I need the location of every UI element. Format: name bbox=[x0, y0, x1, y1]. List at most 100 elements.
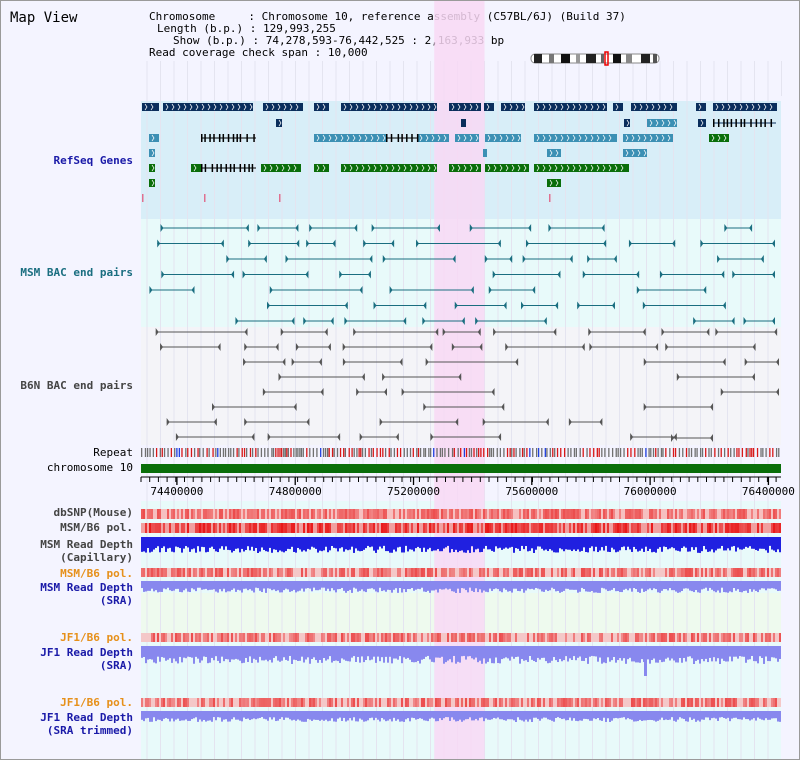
depth-bar bbox=[277, 711, 279, 721]
depth-bar bbox=[237, 711, 239, 720]
depth-bar bbox=[303, 537, 305, 551]
heat-cell bbox=[695, 523, 697, 533]
depth-bar bbox=[267, 711, 269, 721]
heat-cell bbox=[181, 523, 183, 533]
repeat-mark bbox=[351, 448, 353, 457]
heat-cell bbox=[461, 523, 463, 533]
heat-cell bbox=[363, 568, 365, 577]
heat-cell bbox=[399, 633, 401, 642]
depth-bar bbox=[241, 537, 243, 549]
depth-bar bbox=[201, 646, 203, 661]
gene-strand-arrow bbox=[667, 134, 671, 142]
heat-cell bbox=[617, 633, 619, 642]
heat-cell bbox=[257, 633, 259, 642]
msm-bac-pair-end bbox=[369, 255, 373, 263]
heat-cell bbox=[203, 633, 205, 642]
heat-cell bbox=[335, 698, 337, 707]
depth-bar bbox=[707, 581, 709, 591]
depth-bar bbox=[247, 581, 249, 591]
heat-cell bbox=[279, 523, 281, 533]
depth-bar bbox=[159, 537, 161, 553]
depth-bar bbox=[187, 711, 189, 721]
depth-bar bbox=[569, 581, 571, 590]
heat-cell bbox=[689, 509, 691, 519]
depth-bar bbox=[595, 537, 597, 547]
heat-cell bbox=[261, 509, 263, 519]
depth-bar bbox=[729, 646, 731, 657]
heat-cell bbox=[609, 509, 611, 519]
heat-cell bbox=[399, 523, 401, 533]
heat-cell bbox=[165, 568, 167, 577]
depth-bar bbox=[529, 537, 531, 551]
depth-bar bbox=[261, 711, 263, 718]
depth-bar bbox=[739, 711, 741, 720]
depth-bar bbox=[177, 537, 179, 548]
depth-bar bbox=[359, 646, 361, 663]
gene-strand-arrow bbox=[584, 164, 588, 172]
heat-cell bbox=[537, 633, 539, 642]
b6n-bac-pair-end bbox=[477, 328, 481, 336]
heat-cell bbox=[653, 698, 655, 707]
b6n-bac-label[interactable]: B6N BAC end pairs bbox=[20, 379, 133, 392]
heat-cell bbox=[313, 633, 315, 642]
depth-bar bbox=[411, 646, 413, 663]
heat-cell bbox=[243, 509, 245, 519]
gene-strand-arrow bbox=[463, 134, 467, 142]
msm-bac-label[interactable]: MSM BAC end pairs bbox=[20, 266, 133, 279]
depth-bar bbox=[693, 537, 695, 550]
refseq-genes-label[interactable]: RefSeq Genes bbox=[53, 154, 133, 167]
depth-bar bbox=[165, 646, 167, 661]
depth-bar bbox=[695, 581, 697, 591]
heat-cell bbox=[765, 698, 767, 707]
depth-bar bbox=[619, 711, 621, 718]
heat-cell bbox=[401, 633, 403, 642]
repeat-mark bbox=[688, 448, 690, 457]
heat-cell bbox=[359, 568, 361, 577]
depth-bar bbox=[283, 581, 285, 591]
depth-bar bbox=[705, 581, 707, 588]
msm-bac-pair-end bbox=[577, 301, 581, 310]
depth-bar bbox=[399, 711, 401, 722]
depth-bar bbox=[589, 581, 591, 592]
heat-cell bbox=[609, 698, 611, 707]
depth-bar bbox=[231, 646, 233, 660]
depth-bar bbox=[769, 537, 771, 546]
depth-bar bbox=[453, 581, 455, 592]
depth-bar bbox=[365, 537, 367, 549]
gene-strand-arrow bbox=[419, 134, 423, 142]
heat-cell bbox=[185, 633, 187, 642]
heat-cell bbox=[669, 698, 671, 707]
repeat-mark bbox=[519, 448, 521, 457]
gene-strand-arrow bbox=[334, 134, 338, 142]
msm-bac-pair-end bbox=[389, 286, 393, 294]
depth-bar bbox=[337, 537, 339, 552]
heat-cell bbox=[691, 523, 693, 533]
heat-cell bbox=[617, 568, 619, 577]
depth-bar bbox=[343, 581, 345, 591]
depth-bar bbox=[553, 581, 555, 589]
heat-cell bbox=[435, 633, 437, 642]
depth-bar bbox=[461, 711, 463, 722]
heat-cell bbox=[333, 633, 335, 642]
depth-bar bbox=[471, 537, 473, 547]
depth-bar bbox=[401, 646, 403, 664]
heat-cell bbox=[677, 568, 679, 577]
depth-bar bbox=[301, 537, 303, 552]
b6n-bac-pair-end bbox=[213, 418, 217, 426]
heat-cell bbox=[669, 523, 671, 533]
heat-cell bbox=[513, 698, 515, 707]
depth-bar bbox=[267, 581, 269, 589]
heat-cell bbox=[457, 509, 459, 519]
heat-cell bbox=[297, 523, 299, 533]
depth-bar bbox=[627, 646, 629, 660]
heat-cell bbox=[565, 509, 567, 519]
depth-bar bbox=[777, 581, 779, 592]
depth-bar bbox=[579, 581, 581, 592]
depth-bar bbox=[273, 581, 275, 590]
gene-exon bbox=[227, 134, 230, 142]
heat-cell bbox=[581, 633, 583, 642]
gene-exon bbox=[232, 134, 235, 142]
heat-cell bbox=[739, 509, 741, 519]
depth-bar bbox=[217, 646, 219, 661]
